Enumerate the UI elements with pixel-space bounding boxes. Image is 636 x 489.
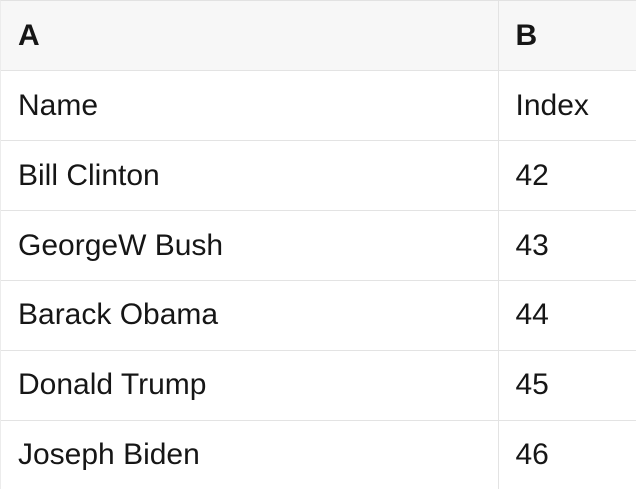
table-row: Donald Trump 45 bbox=[1, 350, 636, 421]
cell-name[interactable]: Donald Trump bbox=[1, 350, 499, 421]
cell-name-header[interactable]: Name bbox=[1, 70, 499, 142]
table-row: Name Index bbox=[1, 70, 636, 142]
table-row: Joseph Biden 46 bbox=[1, 420, 636, 489]
cell-name[interactable]: Barack Obama bbox=[1, 280, 499, 351]
cell-index[interactable]: 43 bbox=[498, 210, 636, 281]
cell-name[interactable]: GeorgeW Bush bbox=[1, 210, 499, 281]
cell-name[interactable]: Joseph Biden bbox=[1, 420, 499, 489]
table-row: Barack Obama 44 bbox=[1, 280, 636, 351]
table-row: Bill Clinton 42 bbox=[1, 140, 636, 212]
column-header-row: A B bbox=[1, 1, 636, 72]
column-header-b[interactable]: B bbox=[498, 1, 636, 72]
cell-index-header[interactable]: Index bbox=[498, 70, 636, 142]
cell-index[interactable]: 44 bbox=[498, 280, 636, 351]
table-row: GeorgeW Bush 43 bbox=[1, 210, 636, 281]
cell-index[interactable]: 45 bbox=[498, 350, 636, 421]
cell-name[interactable]: Bill Clinton bbox=[1, 140, 499, 212]
cell-index[interactable]: 46 bbox=[498, 420, 636, 489]
column-header-a[interactable]: A bbox=[1, 1, 499, 72]
cell-index[interactable]: 42 bbox=[498, 140, 636, 212]
